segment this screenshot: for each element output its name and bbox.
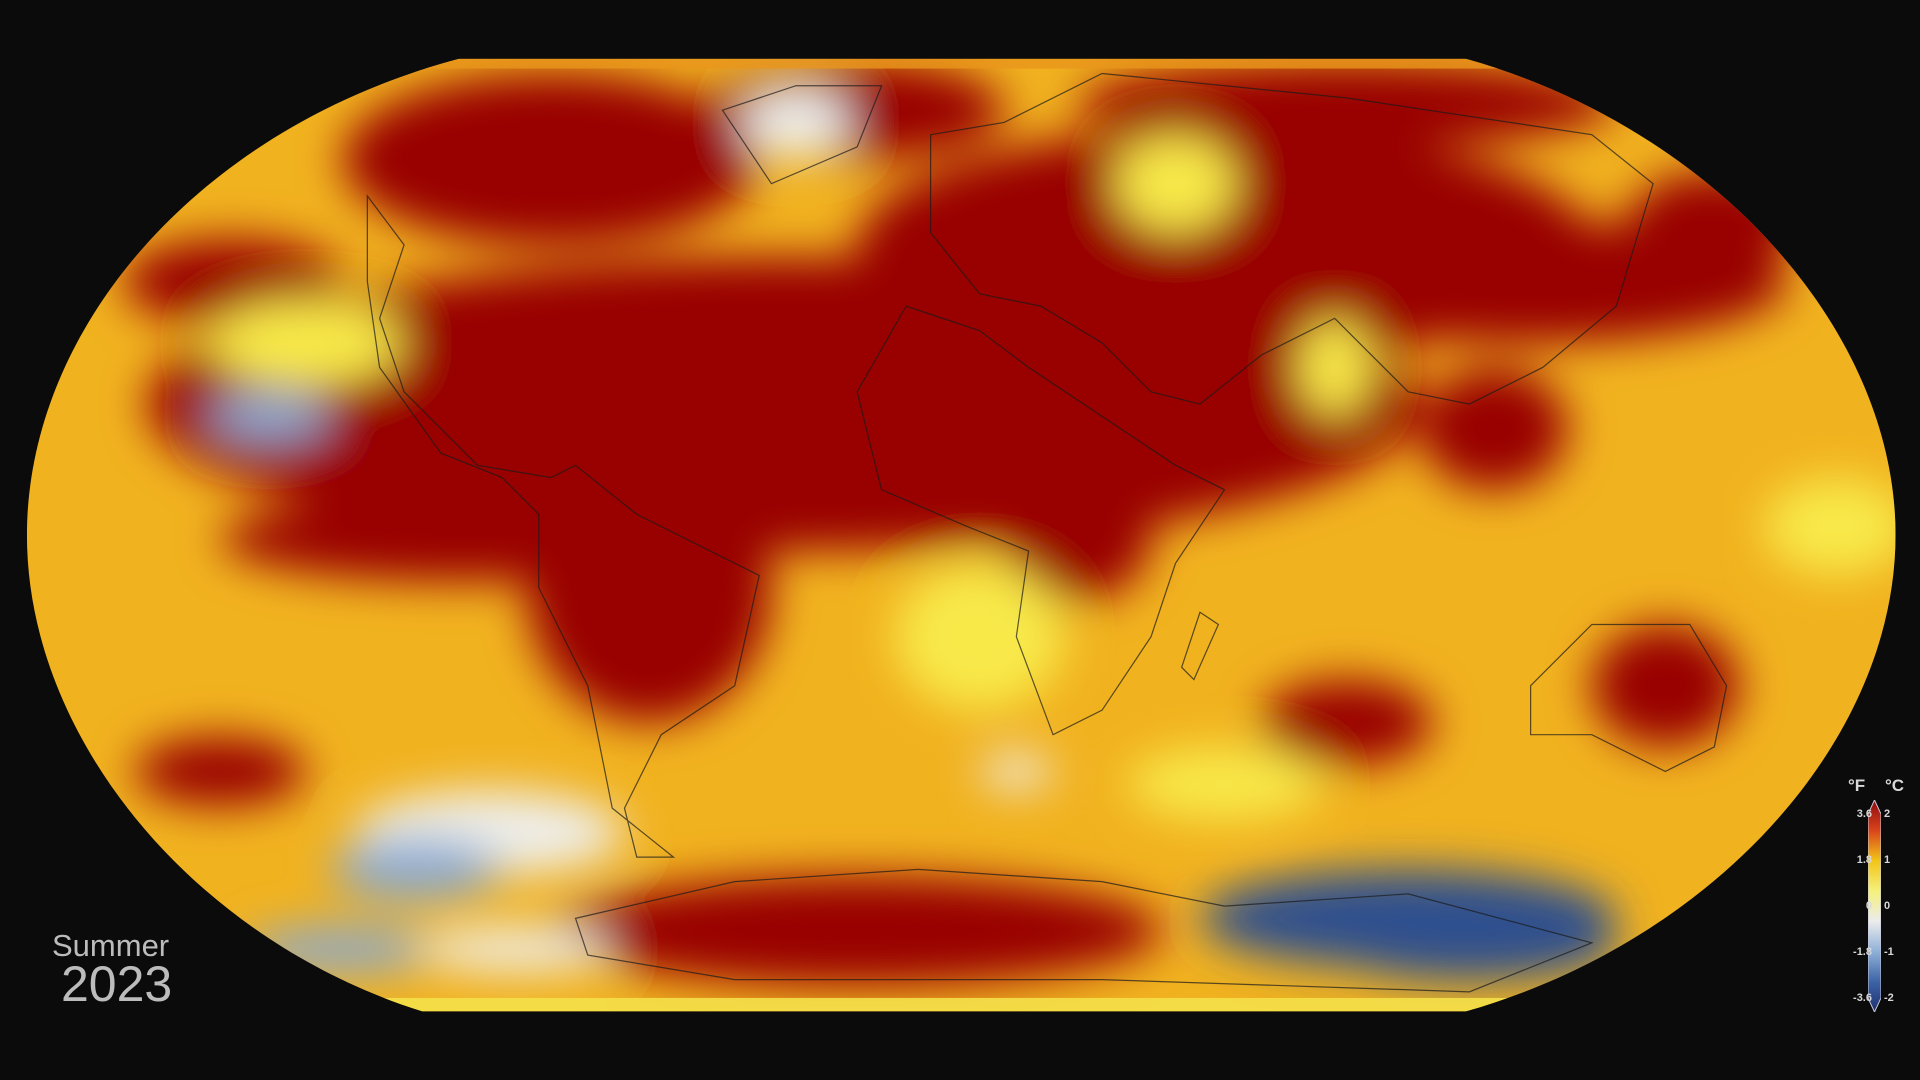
anomaly-region [551, 875, 1164, 986]
legend-tick-f: 3.6 [1856, 808, 1872, 820]
anomaly-region [893, 563, 1066, 711]
legend-tick-f: 1.8 [1856, 854, 1872, 866]
anomaly-region [1126, 746, 1323, 821]
legend-tick-c: 1 [1884, 854, 1891, 866]
anomaly-region [1004, 477, 1152, 600]
anomaly-region [759, 263, 1274, 472]
legend-tick-c: 0 [1884, 900, 1891, 912]
season-label: Summer [52, 928, 170, 963]
anomaly-region [740, 88, 852, 157]
legend-tick-f: 0 [1865, 900, 1872, 912]
anomaly-region [1591, 624, 1739, 747]
anomaly-region [1628, 171, 1800, 270]
anomaly-region [244, 926, 441, 972]
anomaly-region [526, 453, 772, 723]
legend-tick-c: -2 [1884, 992, 1894, 1004]
anomaly-region [1763, 477, 1896, 576]
coastlines [366, 72, 1728, 993]
anomaly-region [1077, 61, 1617, 147]
fahrenheit-unit: °F [1848, 776, 1866, 795]
anomaly-region [1297, 318, 1372, 417]
anomaly-region [1322, 906, 1617, 980]
anomaly-region [330, 838, 503, 900]
anomaly-region [1114, 134, 1237, 233]
year-label: 2023 [61, 956, 173, 1012]
legend-tick-f: -3.6 [1853, 992, 1872, 1004]
anomaly-region [1261, 679, 1433, 766]
anomaly-region [416, 926, 613, 972]
anomaly-region [208, 300, 405, 386]
legend-tick-f: -1.8 [1853, 946, 1872, 958]
celsius-unit: °C [1885, 776, 1905, 795]
anomaly-field [122, 61, 1896, 986]
legend-tick-c: 2 [1884, 808, 1891, 820]
season-caption: Summer 2023 [52, 930, 172, 1009]
legend-tick-c: -1 [1884, 946, 1894, 958]
anomaly-region [979, 754, 1054, 789]
anomaly-region [1420, 367, 1568, 490]
color-scale-legend: °F °C 3.6 2 1.8 1 0 0 -1.8 -1 -3.6 -2 [1840, 776, 1920, 1021]
anomaly-region [208, 391, 331, 441]
anomaly-region [342, 73, 760, 245]
anomaly-region [134, 737, 307, 806]
color-bar [1868, 800, 1881, 1012]
